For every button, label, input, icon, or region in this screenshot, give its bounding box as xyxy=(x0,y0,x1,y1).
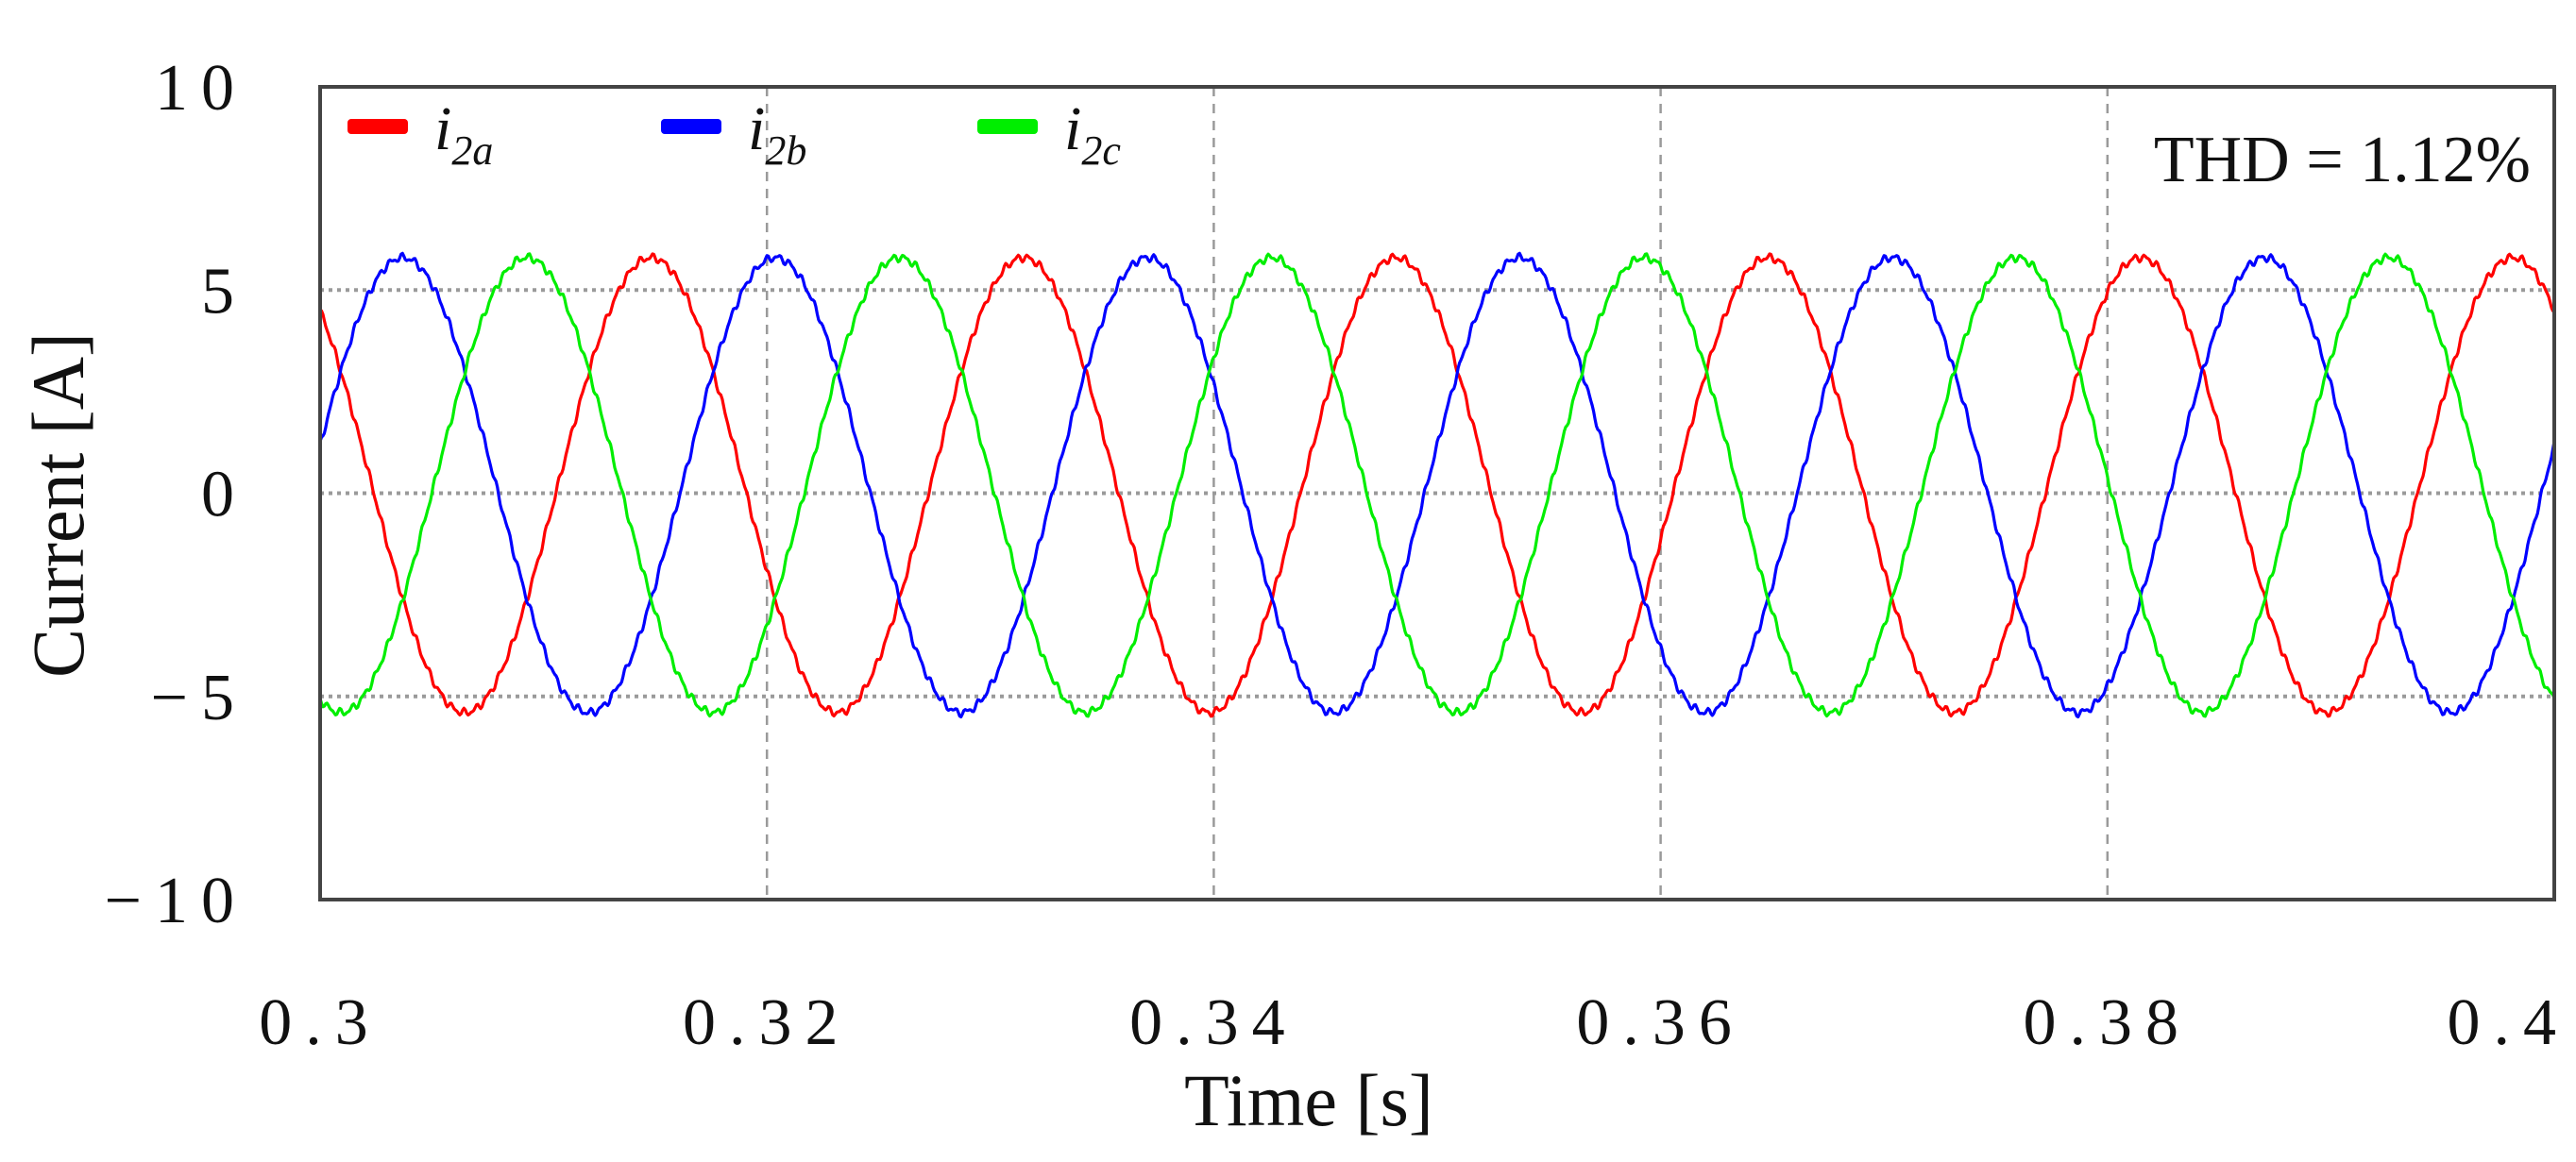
x-tick-label: 0.4 xyxy=(2448,986,2570,1059)
x-tick-label: 0.34 xyxy=(1129,986,1298,1059)
series-line-i2a xyxy=(319,252,2555,718)
series-line-i2b xyxy=(318,251,2556,719)
y-tick-label: −5 xyxy=(151,662,247,734)
y-tick-label: 0 xyxy=(201,459,247,531)
series-line-i2c xyxy=(318,252,2556,718)
grid-layer xyxy=(320,87,2554,900)
x-tick-label: 0.36 xyxy=(1576,986,1745,1059)
y-tick-label: −10 xyxy=(105,865,247,937)
x-axis-title: Time [s] xyxy=(1184,1059,1433,1141)
plot-frame xyxy=(318,85,2556,901)
legend-label-i2c: i2c xyxy=(1064,94,1121,174)
y-tick-label: 10 xyxy=(155,52,247,125)
legend-swatch-i2a xyxy=(347,119,408,134)
x-tick-label: 0.3 xyxy=(259,986,381,1059)
legend-swatch-i2b xyxy=(661,119,721,134)
legend-swatch-i2c xyxy=(977,119,1038,134)
y-tick-label: 5 xyxy=(201,255,247,328)
legend-label-i2b: i2b xyxy=(748,94,806,174)
x-tick-label: 0.32 xyxy=(683,986,852,1059)
x-tick-label: 0.38 xyxy=(2024,986,2193,1059)
thd-annotation: THD = 1.12% xyxy=(2154,124,2531,196)
legend-label-i2a: i2a xyxy=(434,94,493,174)
y-axis-title: Current [A] xyxy=(17,332,99,678)
legend: i2a i2b i2c xyxy=(347,94,1121,174)
series-layer xyxy=(318,251,2556,719)
tick-layer: 0.3 0.32 0.34 0.36 0.38 0.4 10 5 0 −5 −10 xyxy=(105,52,2570,1059)
